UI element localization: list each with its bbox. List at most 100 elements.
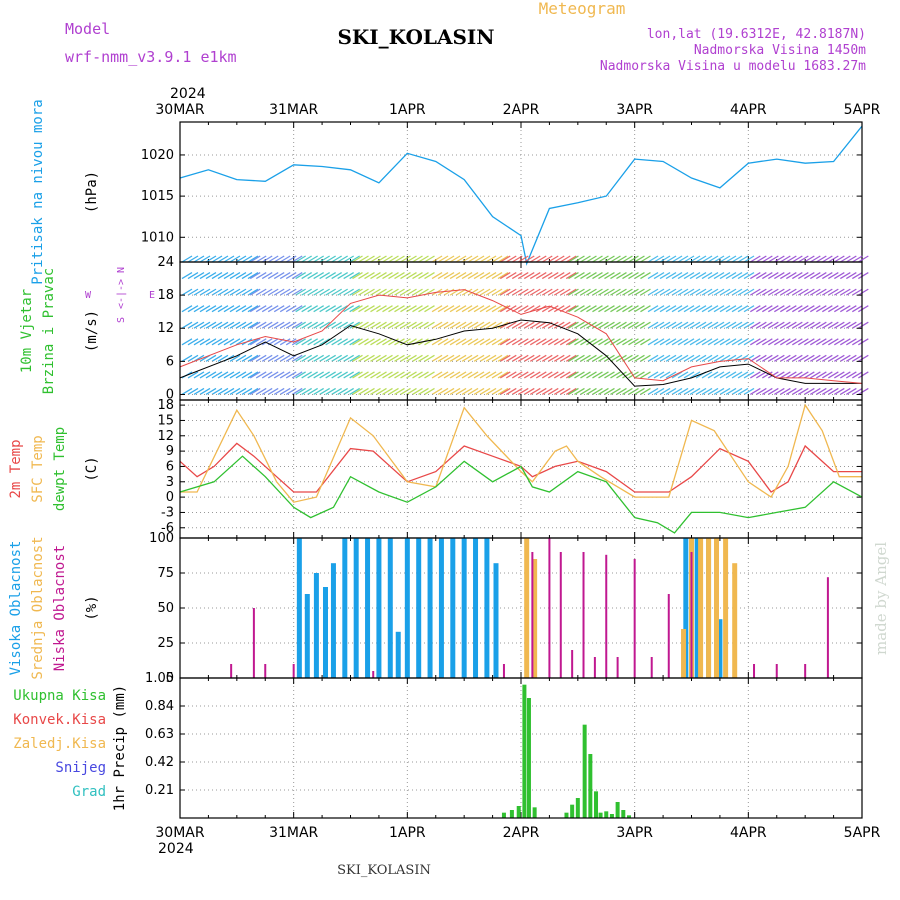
wind-barb	[400, 305, 411, 313]
wind-barb	[749, 338, 761, 346]
wind-barb	[193, 387, 205, 396]
wind-barb	[574, 354, 585, 362]
wind-barb	[499, 387, 511, 396]
wind-barb	[547, 338, 559, 346]
wind-barb	[217, 288, 229, 296]
y-tick-label: 18	[157, 288, 174, 303]
wind-barb	[325, 387, 337, 396]
wind-barb	[431, 321, 443, 329]
wind-barb	[388, 338, 399, 346]
date-tick-label: 5APR	[844, 825, 881, 841]
wind-barb	[273, 288, 285, 296]
wind-barb	[364, 255, 375, 263]
wind-barb	[279, 288, 291, 296]
wind-barb	[505, 387, 517, 396]
wind-barb	[319, 321, 331, 329]
wind-barb	[313, 338, 325, 346]
wind-barb	[749, 321, 761, 329]
wind-barb	[491, 272, 503, 280]
y-tick-label: 1020	[141, 148, 174, 163]
wind-barb	[574, 305, 585, 313]
wind-barb	[719, 255, 731, 263]
wind-barb	[217, 255, 229, 263]
wind-barb	[418, 272, 429, 280]
wind-barb	[604, 255, 615, 263]
wind-barb	[616, 354, 627, 362]
wind-barb	[553, 272, 565, 280]
wind-barb	[449, 321, 461, 329]
date-tick-label: 31MAR	[269, 102, 318, 118]
wind-barb	[713, 272, 725, 280]
wind-barb	[815, 255, 827, 263]
wind-barb	[604, 272, 615, 280]
wind-barb	[461, 387, 473, 396]
wind-barb	[547, 321, 559, 329]
wind-barb	[634, 255, 645, 263]
wind-barb	[499, 288, 511, 296]
wind-barb	[707, 305, 719, 313]
wind-barb	[273, 387, 285, 396]
wind-barb	[394, 288, 405, 296]
wind-barb	[217, 321, 229, 329]
wind-barb	[737, 272, 749, 280]
wind-barb	[839, 321, 851, 329]
wind-barb	[313, 272, 325, 280]
wind-barb	[821, 321, 833, 329]
wind-barb	[586, 272, 597, 280]
wind-barb	[857, 371, 869, 379]
wind-barb	[574, 255, 585, 263]
wind-barb	[695, 305, 707, 313]
wind-barb	[827, 272, 839, 280]
wind-barb	[343, 272, 355, 280]
date-tick-label: 2APR	[503, 825, 540, 841]
wind-barb	[497, 387, 509, 396]
wind-barb	[857, 321, 869, 329]
lonlat-label: lon,lat (19.6312E, 42.8187N)	[647, 27, 866, 42]
wind-barb	[725, 272, 737, 280]
wind-barb	[653, 371, 665, 379]
wind-barb	[229, 387, 241, 396]
wind-barb	[279, 321, 291, 329]
y-tick-label: 75	[157, 566, 174, 581]
wind-barb	[331, 272, 343, 280]
wind-barb	[352, 288, 363, 296]
wind-barb	[217, 305, 229, 313]
wind-barb	[683, 371, 695, 379]
wind-barb	[586, 305, 597, 313]
wind-barb	[261, 255, 273, 263]
wind-barb	[511, 371, 523, 379]
wind-barb	[689, 288, 701, 296]
wind-barb	[665, 387, 677, 396]
wind-barb	[785, 338, 797, 346]
wind-barb	[851, 272, 863, 280]
wind-barb	[707, 321, 719, 329]
wind-barb	[349, 255, 361, 263]
wind-barb	[559, 387, 571, 396]
wind-barb	[455, 255, 467, 263]
wind-barb	[628, 338, 639, 346]
wind-barb	[622, 321, 633, 329]
wind-barb	[568, 387, 579, 396]
wind-barb	[634, 272, 645, 280]
wind-barb	[827, 321, 839, 329]
wind-barb	[767, 338, 779, 346]
station-title: SKI_KOLASIN	[337, 25, 494, 49]
wind-barb	[683, 338, 695, 346]
wind-barb	[247, 255, 259, 263]
bar-mid	[681, 629, 687, 678]
compass-north: N	[116, 267, 127, 273]
y-tick-label: 12	[157, 321, 174, 336]
y-axis-label: (hPa)	[84, 171, 100, 213]
wind-barb	[443, 354, 455, 362]
wind-barb	[647, 321, 659, 329]
wind-barb	[565, 338, 577, 346]
wind-barb	[461, 305, 473, 313]
wind-barb	[473, 321, 485, 329]
wind-barb	[319, 338, 331, 346]
wind-barb	[839, 255, 851, 263]
wind-barb	[199, 288, 211, 296]
wind-barb	[193, 288, 205, 296]
wind-barb	[779, 305, 791, 313]
wind-barb	[592, 354, 603, 362]
